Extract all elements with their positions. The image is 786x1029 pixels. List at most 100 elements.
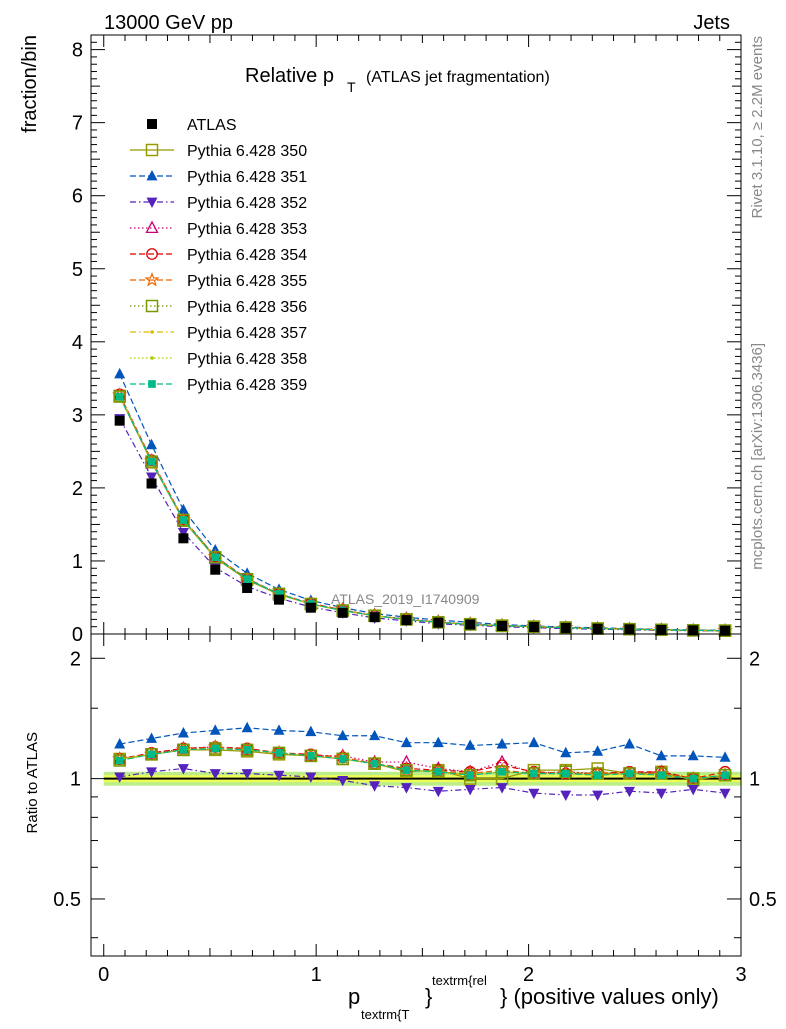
legend-marker: [144, 271, 160, 287]
ratio-point: [402, 766, 411, 774]
ratio-point: [655, 749, 667, 761]
legend-entry: Pythia 6.428 358: [130, 351, 307, 368]
ratio-point: [114, 772, 126, 783]
data-point: [115, 392, 124, 401]
ratio-point: [241, 721, 253, 733]
y-tick-label: 8: [72, 40, 83, 62]
x-tick-label: 3: [735, 964, 746, 986]
y-tick-label: 1: [72, 551, 83, 573]
y-tick-label: 0: [72, 624, 83, 646]
data-point: [401, 615, 412, 626]
legend-label: Pythia 6.428 351: [187, 169, 307, 186]
ratio-point: [657, 771, 666, 780]
ratio-point: [561, 769, 570, 778]
legend-marker: [148, 380, 156, 388]
x-label-sup: textrm{rel: [432, 973, 487, 988]
ratio-point: [177, 764, 189, 775]
legend-label: Pythia 6.428 357: [187, 325, 307, 342]
data-point: [273, 594, 284, 605]
ratio-point: [146, 767, 158, 778]
ratio-point: [719, 788, 731, 800]
legend-marker: [146, 169, 158, 181]
x-label-p: p: [348, 984, 360, 1009]
ratio-plot: 0 1 2 3 0.5 0.5 1 1 2 2: [53, 633, 777, 986]
x-tick-label: 0: [98, 964, 109, 986]
ratio-point: [560, 790, 572, 802]
legend-entry: Pythia 6.428 356: [130, 299, 307, 316]
legend-entry: Pythia 6.428 355: [130, 271, 307, 290]
ratio-point: [115, 756, 124, 765]
legend-marker: [145, 143, 159, 157]
data-point: [656, 624, 667, 635]
legend-entry: Pythia 6.428 351: [130, 169, 307, 186]
legend-marker: [145, 299, 159, 313]
ratio-y-tick-label-right: 2: [749, 648, 760, 670]
mcplots-label: mcplots.cern.ch [arXiv:1306.3436]: [749, 343, 766, 570]
data-point: [209, 551, 222, 564]
title-suffix: (ATLAS jet fragmentation): [366, 69, 550, 86]
data-point: [211, 553, 220, 562]
ratio-series-line: [119, 747, 726, 780]
ratio-point: [209, 724, 221, 735]
legend-entry: Pythia 6.428 350: [130, 143, 307, 160]
ratio-series-line: [119, 727, 726, 758]
y-tick-label: 2: [72, 478, 83, 500]
analysis-watermark: ATLAS_2019_I1740909: [331, 591, 480, 607]
ratio-point: [146, 732, 158, 743]
y-tick-label: 6: [72, 186, 83, 208]
ratio-point: [592, 790, 604, 802]
x-label-tail: } (positive values only): [500, 984, 719, 1009]
data-point: [688, 625, 699, 636]
ratio-point: [623, 786, 635, 798]
ratio-point: [209, 769, 221, 780]
ratio-series-line: [119, 746, 726, 780]
ratio-series-2: [114, 721, 731, 762]
plot-title: Relative p T (ATLAS jet fragmentation): [245, 65, 550, 95]
x-tick-label: 1: [311, 964, 322, 986]
legend-marker: [150, 330, 154, 334]
y-tick-label: 5: [72, 259, 83, 281]
legend-label: Pythia 6.428 359: [187, 377, 307, 394]
ratio-point: [241, 769, 253, 780]
data-point: [720, 625, 731, 636]
ratio-point: [211, 744, 220, 753]
ratio-point: [179, 746, 188, 754]
ratio-point: [719, 751, 731, 762]
data-point: [497, 620, 508, 631]
data-point: [275, 589, 283, 598]
ratio-point: [369, 729, 381, 741]
legend-entry: Pythia 6.428 357: [130, 325, 307, 342]
ratio-point: [498, 767, 506, 776]
legend: ATLAS Pythia 6.428 350 Pythia 6.428 351 Pyt…: [130, 117, 307, 394]
legend-label: Pythia 6.428 353: [187, 221, 307, 238]
ratio-point: [337, 729, 349, 741]
ratio-point: [464, 784, 476, 796]
ratio-y-axis-label: Ratio to ATLAS: [24, 732, 41, 833]
data-point: [369, 612, 380, 623]
data-point: [433, 617, 444, 628]
legend-entry: Pythia 6.428 352: [130, 195, 307, 212]
ratio-point: [689, 774, 698, 783]
ratio-point: [147, 750, 156, 759]
x-axis-label: p textrm{T textrm{rel } } (positive valu…: [348, 973, 719, 1022]
y-tick-label: 4: [72, 332, 83, 354]
ratio-point: [721, 771, 729, 780]
data-point: [179, 516, 188, 524]
title-sub: T: [347, 79, 356, 95]
ratio-frame: [90, 633, 742, 957]
data-point: [114, 367, 126, 379]
ratio-point: [496, 738, 508, 749]
ratio-point: [337, 775, 349, 787]
header-left: 13000 GeV pp: [104, 12, 233, 34]
ratio-point: [400, 736, 412, 748]
legend-marker: [145, 220, 159, 234]
legend-label: Pythia 6.428 356: [187, 299, 307, 316]
series-line: [119, 396, 726, 632]
main-plot: 0 1 2 3 4 5 6 7 8: [72, 34, 742, 646]
ratio-point: [400, 763, 413, 777]
ratio-point: [368, 757, 381, 770]
data-point: [113, 390, 126, 403]
legend-label: Pythia 6.428 350: [187, 143, 307, 160]
data-point: [177, 513, 190, 527]
data-point: [242, 582, 253, 593]
